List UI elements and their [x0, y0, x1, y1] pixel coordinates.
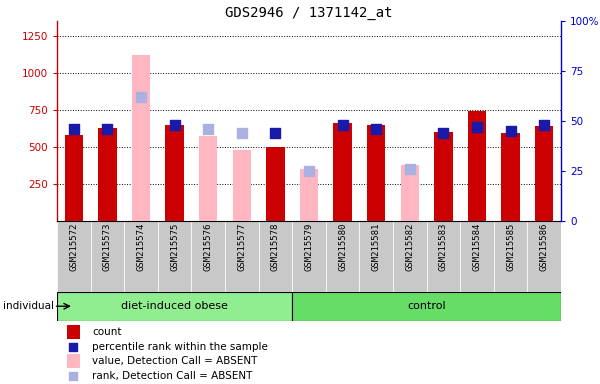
Bar — [401, 166, 419, 221]
Text: GSM215582: GSM215582 — [406, 223, 415, 271]
Bar — [359, 221, 393, 292]
Text: diet-induced obese: diet-induced obese — [121, 301, 228, 311]
Text: GSM215581: GSM215581 — [372, 223, 381, 271]
Point — [103, 126, 112, 132]
Text: GSM215579: GSM215579 — [305, 223, 314, 271]
Point — [68, 344, 78, 350]
Bar — [494, 221, 527, 292]
Text: count: count — [92, 327, 122, 337]
Bar — [326, 221, 359, 292]
Text: GSM215572: GSM215572 — [70, 223, 78, 271]
Point — [472, 124, 482, 130]
Point — [506, 128, 515, 134]
Bar — [57, 221, 91, 292]
Bar — [292, 292, 561, 321]
Bar — [393, 221, 427, 292]
Text: value, Detection Call = ABSENT: value, Detection Call = ABSENT — [92, 356, 257, 366]
Bar — [259, 221, 292, 292]
Point — [170, 122, 179, 128]
Bar — [158, 221, 191, 292]
Bar — [225, 221, 259, 292]
Bar — [535, 126, 553, 221]
Text: GSM215577: GSM215577 — [238, 223, 247, 271]
Text: GSM215578: GSM215578 — [271, 223, 280, 271]
Bar — [334, 123, 352, 221]
Bar — [191, 221, 225, 292]
Point — [338, 122, 347, 128]
Bar — [98, 127, 116, 221]
Bar — [434, 132, 452, 221]
Text: control: control — [407, 301, 446, 311]
Bar — [67, 354, 80, 368]
Point — [405, 166, 415, 172]
Point — [371, 126, 381, 132]
Bar — [124, 221, 158, 292]
Bar — [199, 136, 217, 221]
Point — [136, 94, 146, 100]
Text: GSM215584: GSM215584 — [473, 223, 482, 271]
Bar — [57, 292, 292, 321]
Bar — [367, 125, 385, 221]
Text: GSM215576: GSM215576 — [204, 223, 212, 271]
Text: GSM215583: GSM215583 — [439, 223, 448, 271]
Bar — [527, 221, 561, 292]
Point — [68, 373, 78, 379]
Bar — [300, 169, 318, 221]
Text: rank, Detection Call = ABSENT: rank, Detection Call = ABSENT — [92, 371, 253, 381]
Bar — [266, 147, 284, 221]
Bar — [460, 221, 494, 292]
Bar — [91, 221, 124, 292]
Point — [203, 126, 213, 132]
Bar — [292, 221, 326, 292]
Bar — [65, 135, 83, 221]
Bar — [233, 150, 251, 221]
Bar — [166, 125, 184, 221]
Point — [237, 130, 247, 136]
Bar — [132, 55, 150, 221]
Point — [304, 168, 314, 174]
Text: GSM215574: GSM215574 — [137, 223, 146, 271]
Point — [69, 126, 79, 132]
Bar — [468, 111, 486, 221]
Point — [539, 122, 549, 128]
Text: GSM215585: GSM215585 — [506, 223, 515, 271]
Text: GSM215575: GSM215575 — [170, 223, 179, 271]
Text: GSM215573: GSM215573 — [103, 223, 112, 271]
Title: GDS2946 / 1371142_at: GDS2946 / 1371142_at — [225, 6, 393, 20]
Text: GSM215580: GSM215580 — [338, 223, 347, 271]
Bar — [67, 325, 80, 339]
Point — [271, 130, 280, 136]
Text: GSM215586: GSM215586 — [540, 223, 549, 271]
Text: individual: individual — [3, 301, 54, 311]
Bar — [502, 133, 520, 221]
Point — [439, 130, 448, 136]
Text: percentile rank within the sample: percentile rank within the sample — [92, 342, 268, 352]
Bar — [427, 221, 460, 292]
